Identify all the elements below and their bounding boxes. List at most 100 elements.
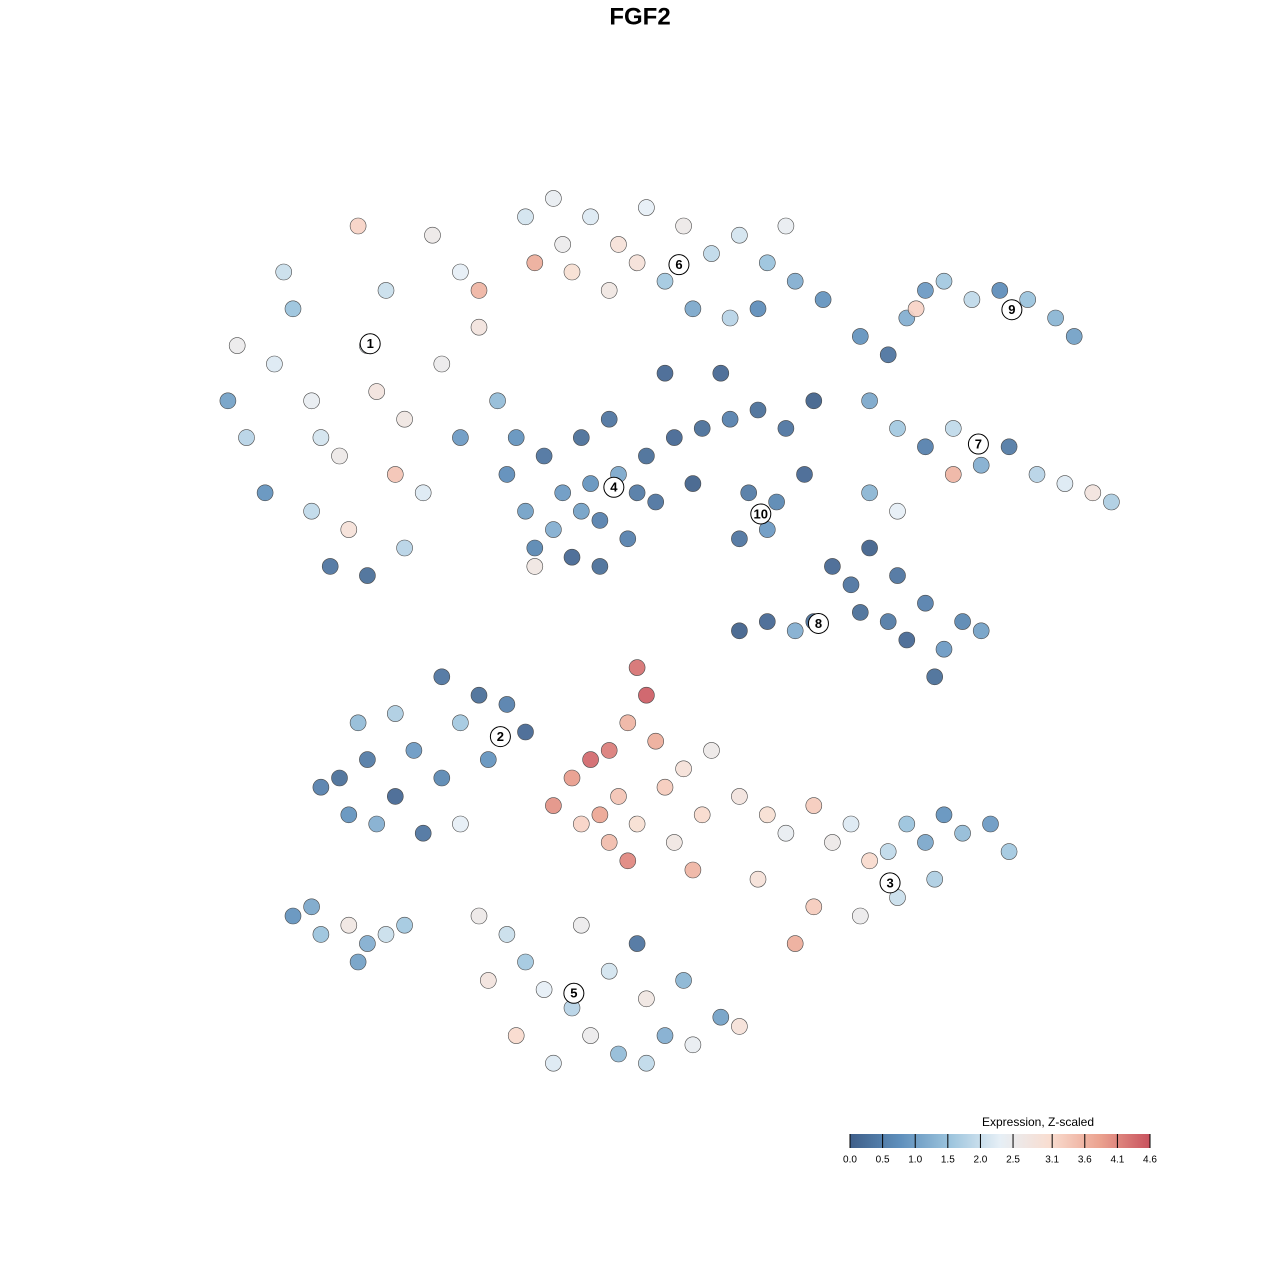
colorbar-tick-label: 2.0	[973, 1155, 987, 1166]
point	[889, 502, 906, 520]
point	[610, 236, 627, 253]
cluster-marker	[668, 254, 690, 276]
point	[619, 714, 637, 732]
point	[684, 475, 702, 492]
point	[228, 337, 246, 354]
point	[842, 815, 860, 833]
point	[359, 567, 376, 584]
point	[600, 410, 618, 428]
point	[275, 263, 293, 281]
point	[777, 824, 795, 842]
point	[582, 1027, 599, 1044]
point	[740, 484, 758, 502]
point	[619, 530, 637, 548]
point	[545, 190, 562, 207]
point	[693, 806, 711, 824]
colorbar-tick-label: 1.5	[941, 1155, 955, 1166]
point	[303, 898, 320, 916]
colorbar-title: Expression, Z-scaled	[982, 1115, 1094, 1129]
colorbar-tick-label: 3.6	[1078, 1155, 1092, 1166]
point	[517, 953, 534, 971]
point	[470, 686, 488, 704]
point	[786, 935, 804, 952]
point	[600, 282, 618, 299]
point	[368, 383, 386, 400]
point	[824, 834, 841, 851]
point	[582, 751, 599, 768]
point	[470, 282, 488, 299]
point	[917, 282, 934, 299]
point	[396, 916, 413, 934]
point	[693, 420, 711, 437]
point	[1000, 438, 1018, 456]
point	[414, 824, 432, 842]
point	[638, 1054, 655, 1072]
point	[1065, 328, 1083, 345]
point	[331, 447, 348, 465]
point	[805, 797, 823, 814]
point	[619, 852, 637, 870]
point	[266, 355, 283, 373]
point	[972, 622, 990, 640]
point	[935, 806, 953, 824]
point	[628, 484, 646, 502]
point	[377, 282, 395, 299]
point	[954, 824, 971, 842]
point	[898, 631, 916, 649]
point	[721, 410, 739, 428]
point	[600, 834, 618, 851]
point	[982, 815, 999, 833]
cluster-label: 5	[570, 986, 577, 1001]
point	[340, 521, 358, 538]
point	[433, 668, 451, 686]
colorbar-tick-label: 1.0	[908, 1155, 922, 1166]
point	[600, 962, 618, 980]
point	[889, 420, 906, 437]
point	[321, 558, 339, 575]
cluster-marker	[359, 333, 381, 355]
point	[535, 981, 553, 998]
point	[851, 604, 869, 621]
colorbar: Expression, Z-scaled 0.0 0.5 1.0 1.5 2.0 2.5 3…	[843, 1115, 1157, 1165]
point	[758, 254, 776, 272]
point	[944, 466, 962, 483]
point	[917, 438, 934, 456]
cluster-marker	[563, 982, 585, 1004]
point	[777, 217, 795, 235]
point	[526, 558, 544, 575]
point	[721, 309, 739, 327]
colorbar-tick-label: 2.5	[1006, 1155, 1020, 1166]
cluster-marker	[750, 503, 772, 525]
point	[591, 806, 609, 824]
point	[749, 870, 767, 888]
point	[935, 640, 953, 658]
point	[814, 291, 832, 308]
point	[452, 263, 469, 281]
point	[359, 751, 376, 768]
point	[628, 659, 646, 676]
point	[331, 769, 348, 787]
point	[507, 1027, 525, 1044]
point	[963, 291, 981, 308]
point	[498, 696, 516, 713]
point	[349, 217, 367, 235]
point	[479, 751, 497, 768]
point	[786, 622, 804, 640]
point	[498, 926, 516, 943]
point	[1056, 475, 1074, 492]
point	[498, 466, 516, 483]
point	[424, 226, 441, 244]
point	[944, 420, 962, 437]
point	[786, 272, 804, 290]
point	[731, 788, 748, 805]
point	[545, 797, 562, 814]
point	[1103, 493, 1120, 511]
cluster-label: 1	[367, 336, 374, 351]
point	[545, 521, 562, 538]
point	[805, 392, 823, 410]
point	[731, 622, 748, 640]
colorbar-tick-label: 0.0	[843, 1155, 857, 1166]
point	[842, 576, 860, 594]
point	[386, 705, 404, 722]
colorbar-tick-label: 4.6	[1143, 1155, 1157, 1166]
